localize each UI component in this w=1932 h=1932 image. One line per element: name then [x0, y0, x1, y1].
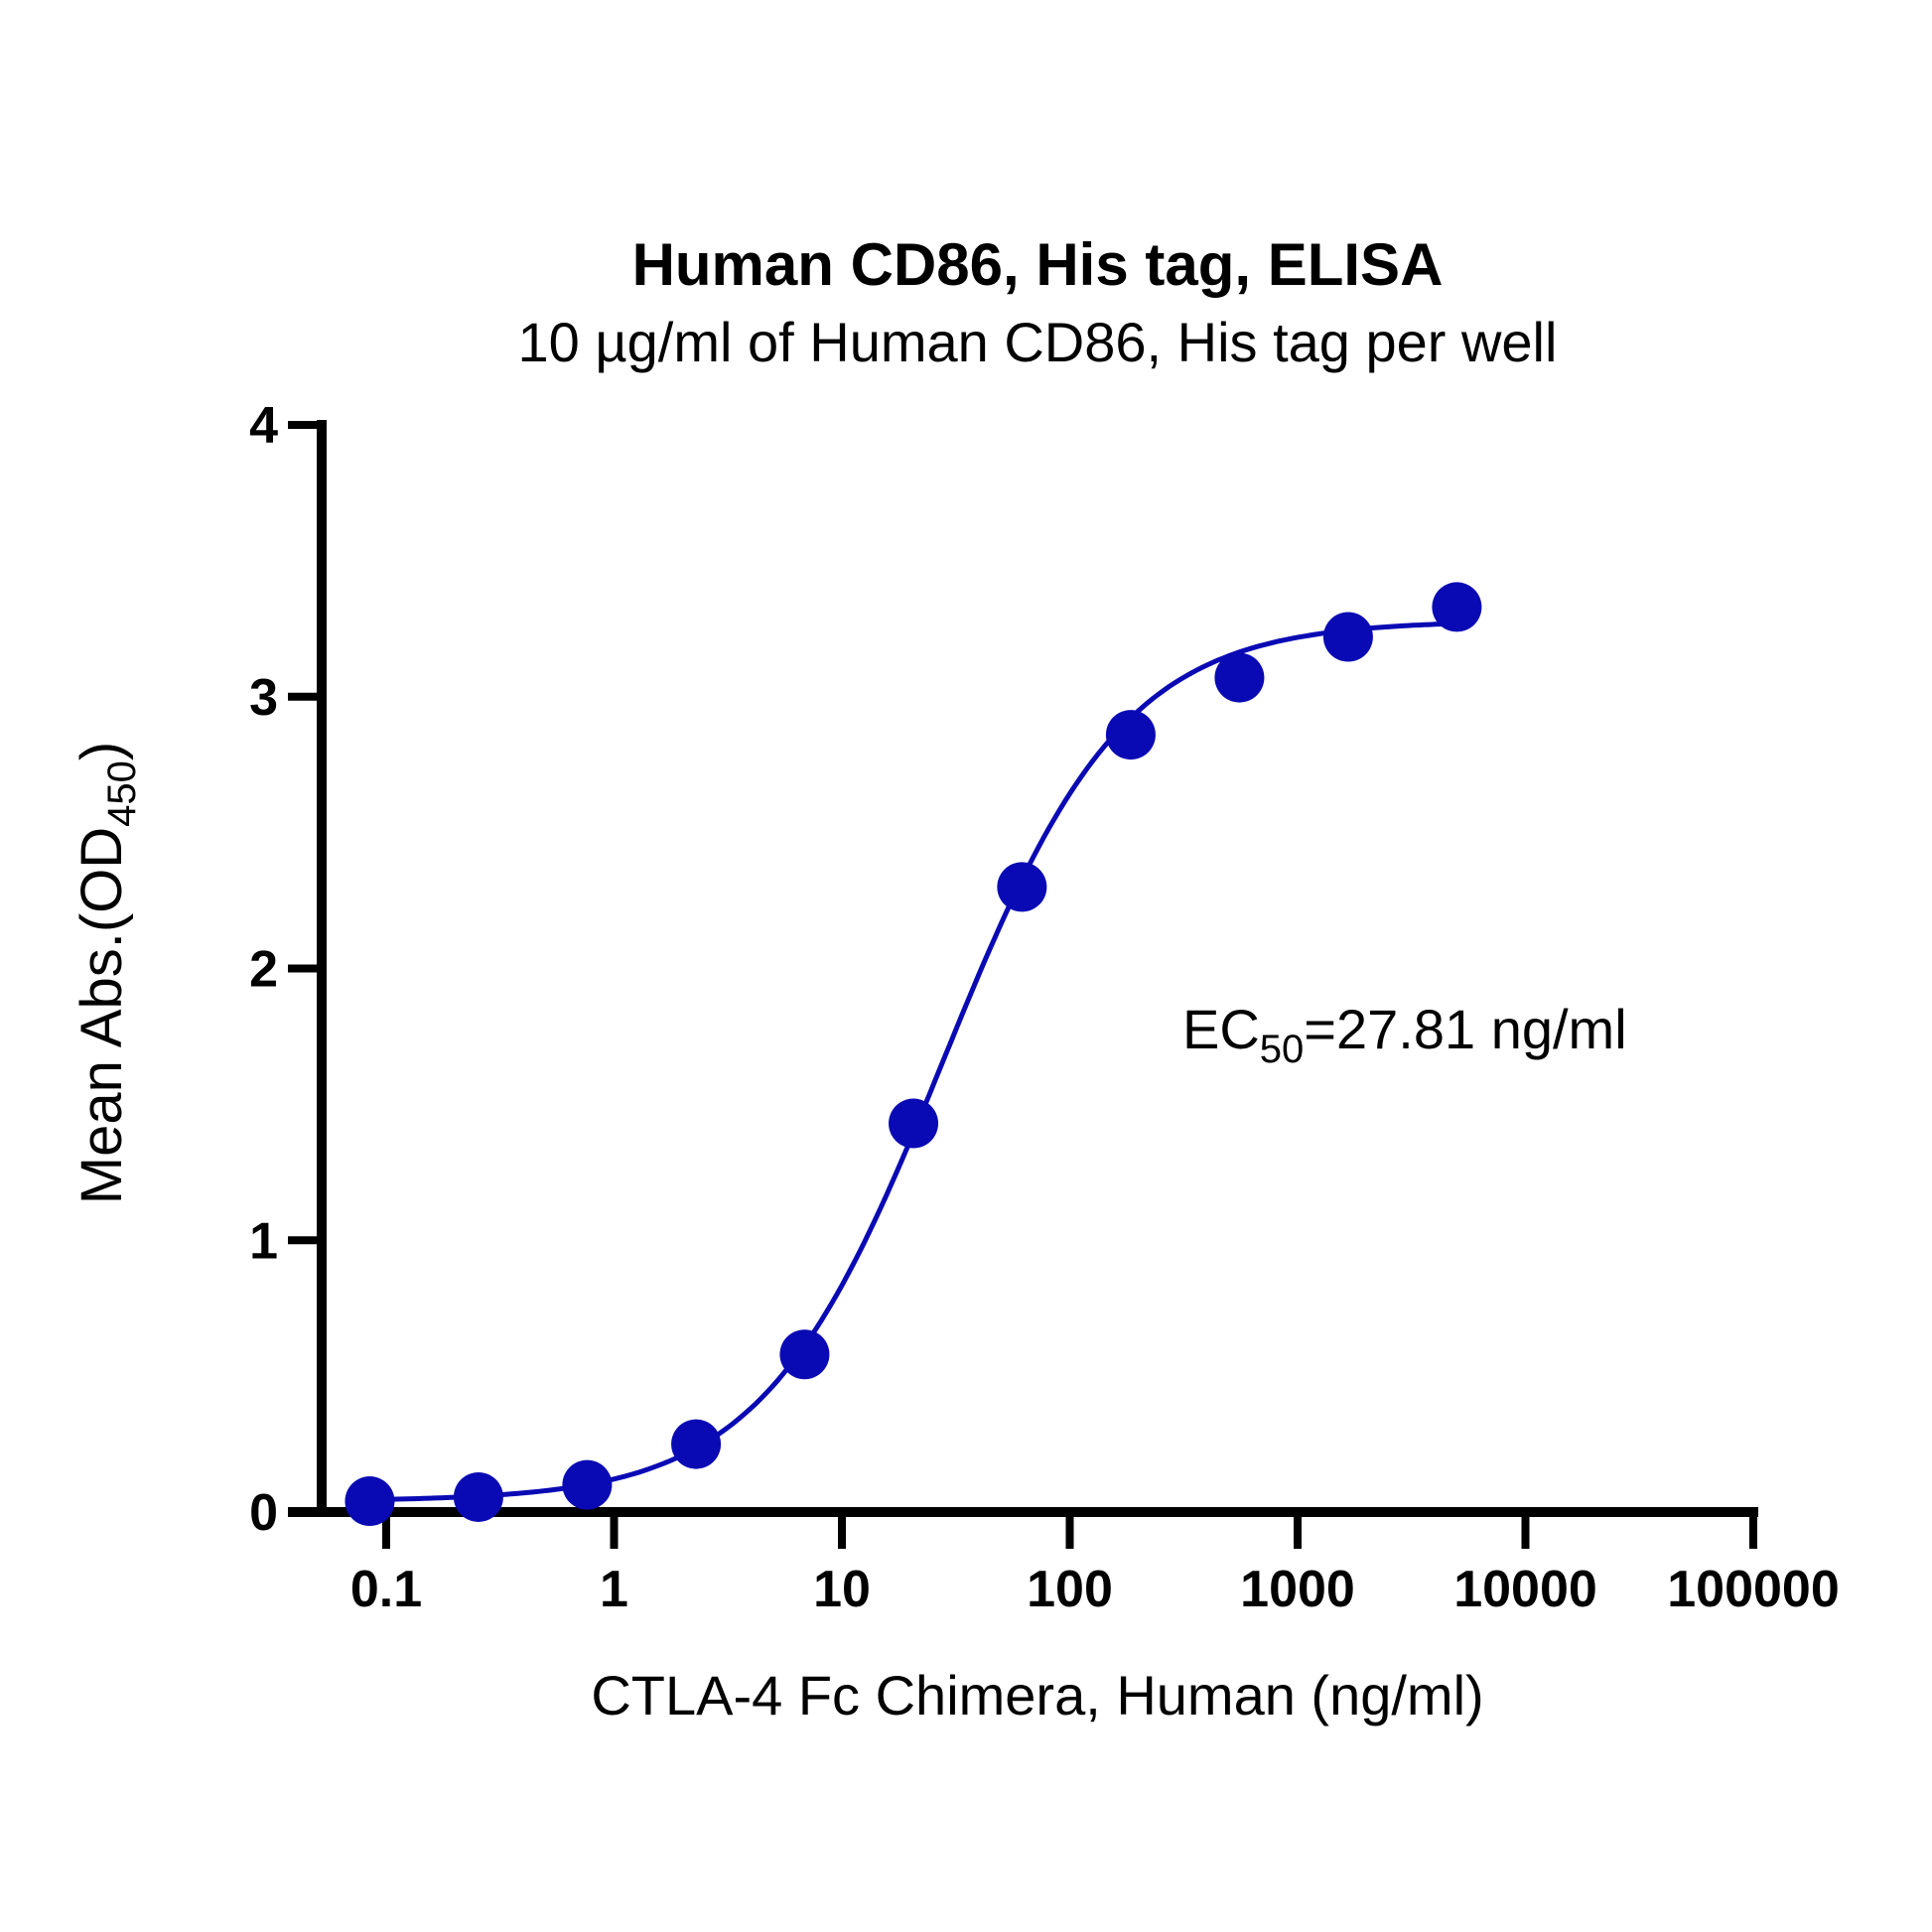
data-point	[453, 1471, 503, 1522]
data-point	[1214, 652, 1265, 703]
data-point	[889, 1098, 939, 1149]
chart-title: Human CD86, His tag, ELISA	[632, 231, 1444, 298]
y-tick-label: 4	[249, 397, 278, 455]
y-tick-label: 0	[249, 1484, 278, 1542]
x-tick-label: 100000	[1667, 1561, 1840, 1618]
data-point	[671, 1419, 722, 1469]
x-tick-label: 1000	[1240, 1561, 1355, 1618]
data-point	[779, 1329, 830, 1380]
x-tick-label: 1	[600, 1561, 628, 1618]
x-axis-label: CTLA-4 Fc Chimera, Human (ng/ml)	[591, 1664, 1483, 1726]
y-tick-label: 2	[249, 941, 278, 999]
y-tick-label: 1	[249, 1212, 278, 1270]
x-tick-label: 10	[813, 1561, 871, 1618]
data-point	[562, 1459, 613, 1510]
x-tick-label: 10000	[1453, 1561, 1597, 1618]
data-point	[1322, 612, 1373, 662]
data-point	[1105, 710, 1156, 760]
data-point	[1432, 582, 1482, 632]
y-tick-label: 3	[249, 669, 278, 727]
chart-subtitle: 10 µg/ml of Human CD86, His tag per well	[518, 311, 1558, 373]
y-axis-label: Mean Abs.(OD450)	[69, 742, 144, 1204]
x-tick-label: 100	[1027, 1561, 1113, 1618]
ec50-annotation: EC50=27.81 ng/ml	[1182, 998, 1627, 1071]
x-tick-label: 0.1	[350, 1561, 422, 1618]
data-point	[997, 862, 1047, 912]
data-point	[345, 1476, 395, 1527]
